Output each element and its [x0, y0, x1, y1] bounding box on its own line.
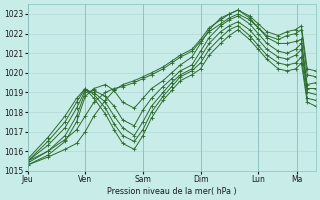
- X-axis label: Pression niveau de la mer( hPa ): Pression niveau de la mer( hPa ): [107, 187, 236, 196]
